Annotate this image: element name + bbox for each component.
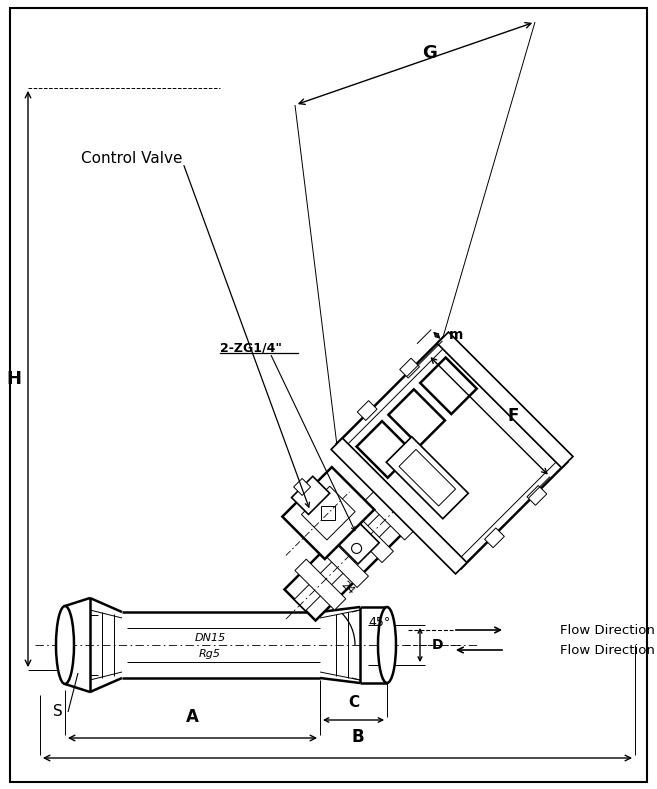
Polygon shape	[294, 486, 419, 611]
Text: D: D	[432, 638, 443, 652]
Text: B: B	[351, 728, 364, 746]
Circle shape	[351, 544, 361, 553]
Text: m: m	[449, 328, 463, 342]
Text: S: S	[53, 705, 63, 720]
Polygon shape	[420, 357, 477, 414]
Polygon shape	[388, 389, 445, 446]
Text: 45°: 45°	[368, 616, 390, 630]
Polygon shape	[348, 349, 556, 557]
Polygon shape	[357, 421, 413, 477]
Polygon shape	[485, 528, 505, 548]
Text: C: C	[348, 695, 359, 710]
Polygon shape	[357, 401, 377, 421]
Text: H: H	[7, 370, 22, 388]
Polygon shape	[294, 478, 311, 495]
Text: G: G	[422, 44, 438, 62]
Polygon shape	[399, 450, 455, 506]
Polygon shape	[284, 477, 429, 621]
Text: Rg5: Rg5	[199, 649, 221, 659]
Polygon shape	[365, 489, 416, 540]
Text: 24: 24	[339, 579, 356, 596]
Polygon shape	[437, 332, 573, 468]
Text: F: F	[507, 407, 518, 424]
Polygon shape	[295, 559, 346, 610]
Ellipse shape	[378, 607, 396, 683]
Polygon shape	[342, 511, 394, 563]
Text: 2-ZG1/4": 2-ZG1/4"	[220, 342, 282, 354]
Text: A: A	[186, 708, 199, 726]
Ellipse shape	[56, 606, 74, 684]
Polygon shape	[331, 438, 467, 574]
Polygon shape	[527, 485, 547, 505]
Polygon shape	[302, 486, 355, 540]
Text: Flow Direction A: Flow Direction A	[560, 623, 657, 637]
Polygon shape	[337, 338, 567, 568]
Polygon shape	[386, 436, 468, 518]
Text: Control Valve: Control Valve	[81, 151, 183, 166]
Text: Flow Direction B: Flow Direction B	[560, 644, 657, 656]
Polygon shape	[283, 467, 374, 559]
Polygon shape	[292, 477, 330, 514]
Text: DN15: DN15	[194, 633, 225, 643]
Polygon shape	[327, 511, 379, 564]
Polygon shape	[317, 537, 369, 588]
Polygon shape	[399, 358, 420, 378]
